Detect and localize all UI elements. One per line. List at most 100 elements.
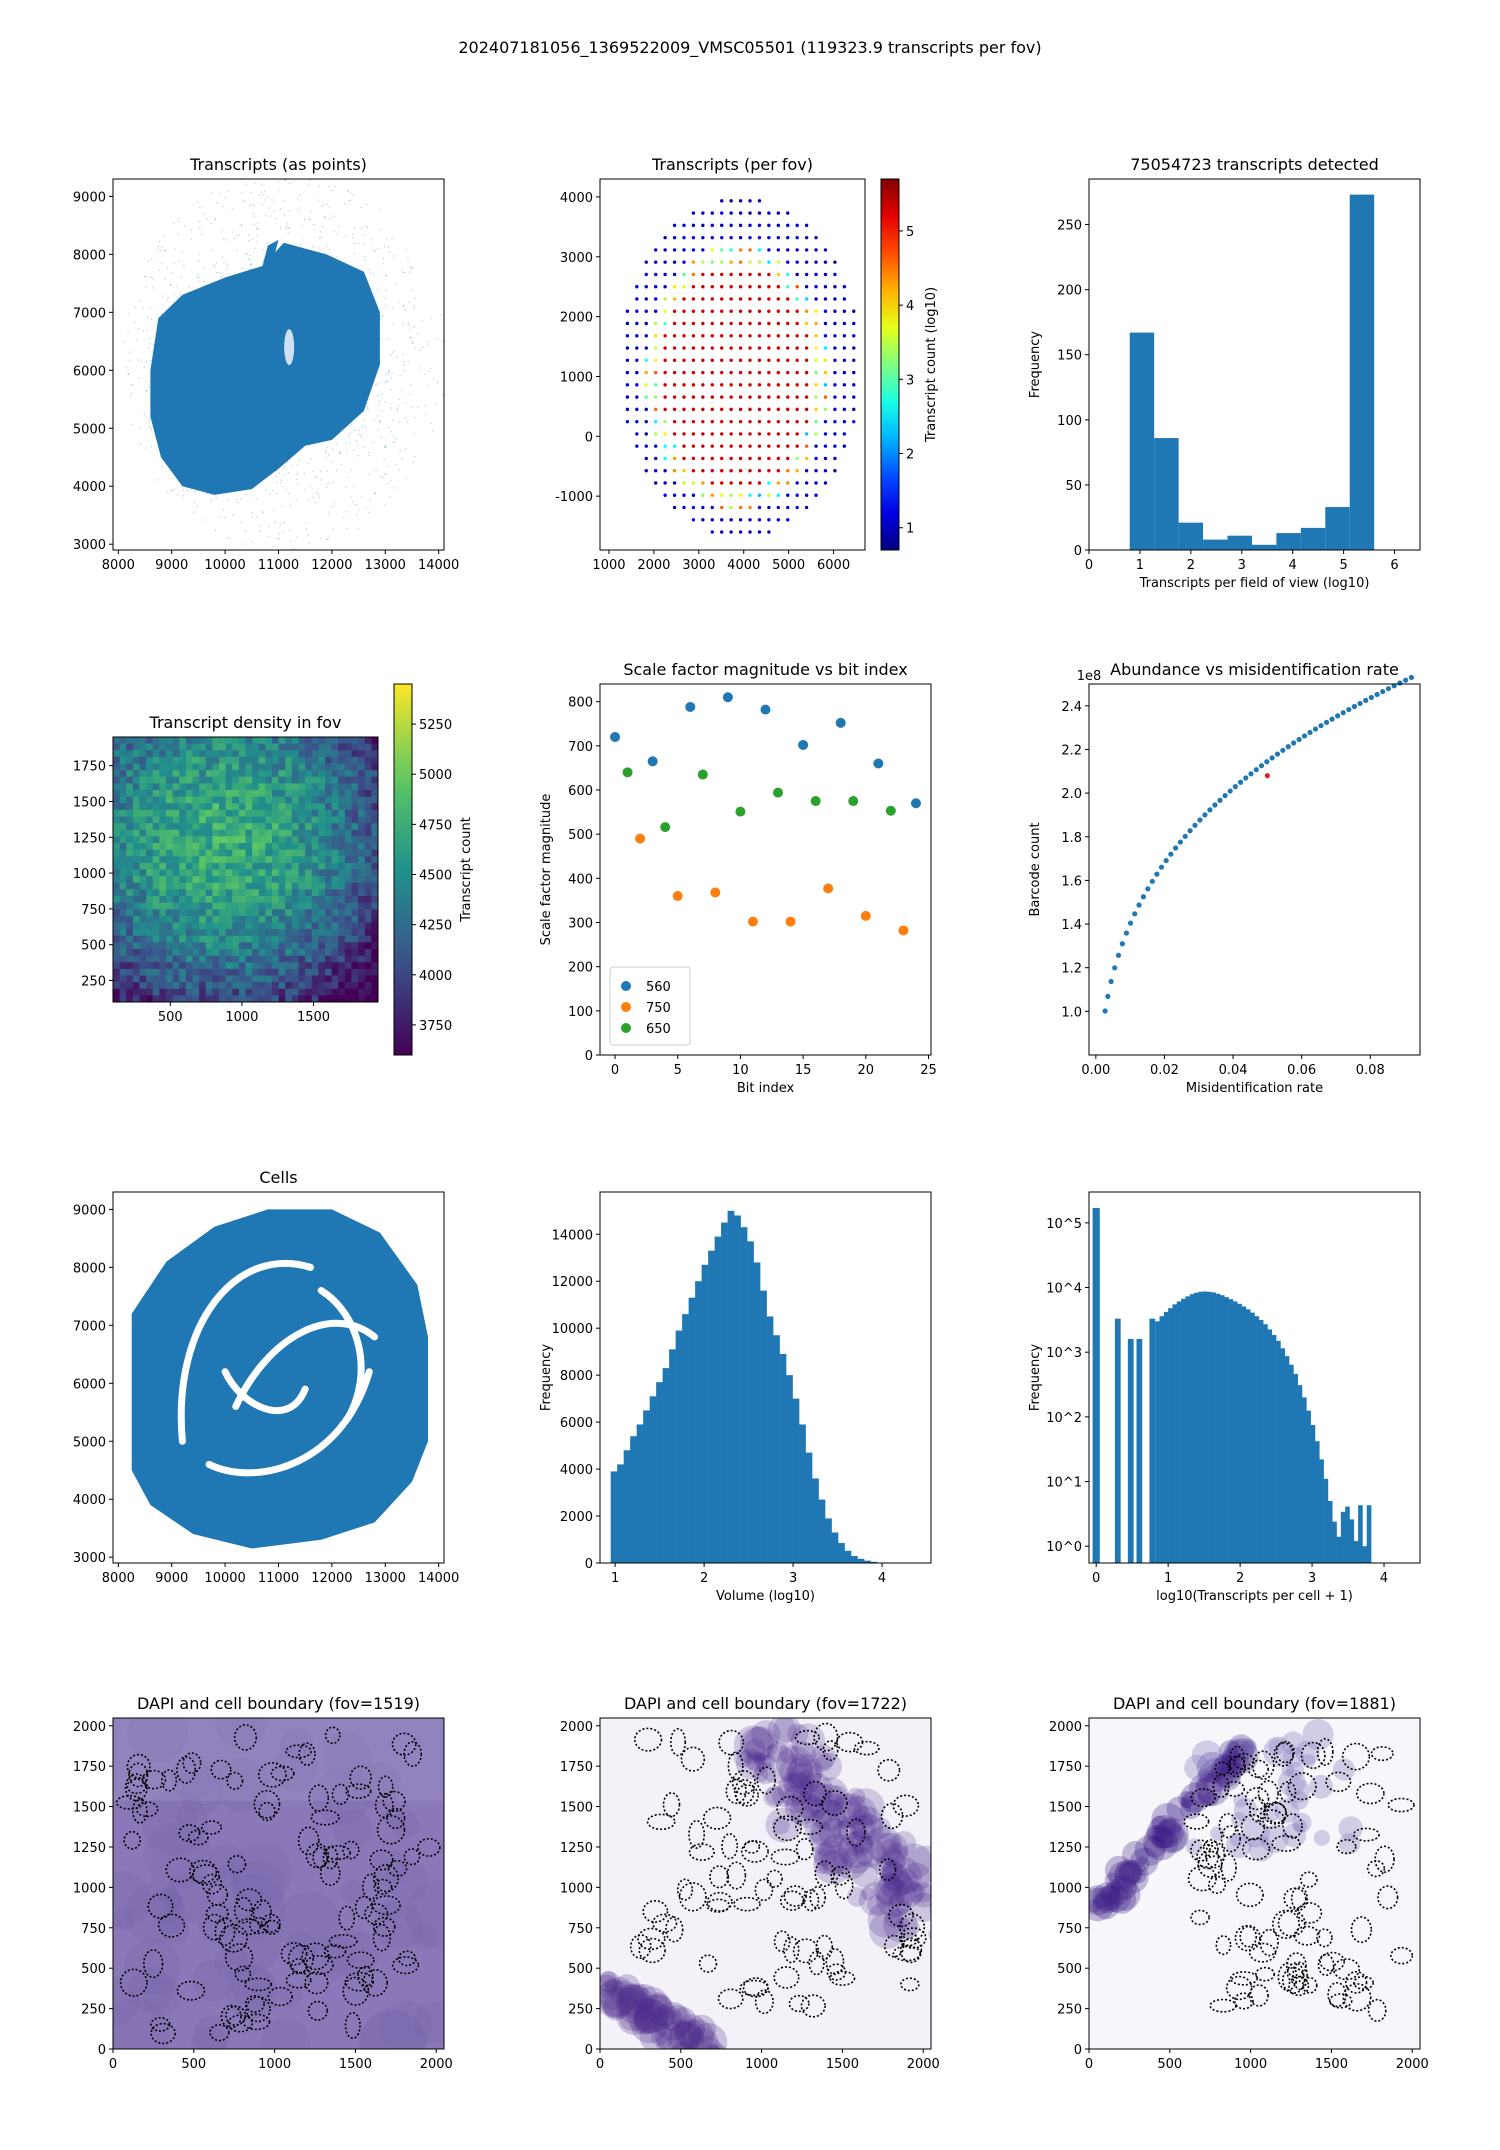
transcript-point xyxy=(377,394,380,397)
cell-boundary xyxy=(740,1840,769,1863)
curve-point xyxy=(1140,894,1147,900)
density-cell xyxy=(298,876,306,884)
density-cell xyxy=(344,902,352,910)
density-cell xyxy=(325,876,333,884)
transcript-point xyxy=(136,339,138,341)
cell-boundary xyxy=(899,1927,927,1949)
hist-bar xyxy=(1181,1298,1186,1563)
density-cell xyxy=(139,823,147,831)
density-cell xyxy=(325,743,333,751)
fov-point xyxy=(804,309,809,313)
density-cell xyxy=(199,902,207,910)
transcript-point xyxy=(244,200,247,203)
density-cell xyxy=(285,809,293,817)
dapi-nucleus xyxy=(661,2010,682,2031)
density-cell xyxy=(212,776,220,784)
density-cell xyxy=(371,949,379,957)
hist-bar xyxy=(1276,1340,1281,1563)
density-cell xyxy=(331,783,339,791)
transcript-point xyxy=(196,201,199,203)
fov-point xyxy=(814,235,818,240)
density-cell xyxy=(113,988,121,996)
density-cell xyxy=(272,843,280,851)
cell-boundary xyxy=(1235,1882,1264,1908)
fov-point xyxy=(748,248,752,252)
transcript-point xyxy=(156,479,159,481)
density-cell xyxy=(212,849,220,857)
dapi-nucleus xyxy=(619,2003,647,2032)
density-cell xyxy=(245,929,253,937)
density-cell xyxy=(232,836,240,844)
density-cell xyxy=(331,902,339,910)
density-cell xyxy=(371,823,379,831)
density-cell xyxy=(311,783,319,791)
density-cell xyxy=(285,968,293,976)
dapi-stain xyxy=(113,1908,135,1931)
dapi-nucleus xyxy=(1108,1885,1129,1905)
transcript-point xyxy=(256,228,258,230)
density-cell xyxy=(358,737,366,745)
transcript-point xyxy=(231,207,233,210)
density-cell xyxy=(185,869,193,877)
cell-boundary xyxy=(342,1840,360,1860)
density-cell xyxy=(364,862,372,870)
density-cell xyxy=(132,935,140,943)
density-cell xyxy=(179,975,187,983)
density-cell xyxy=(119,836,127,844)
density-cell xyxy=(113,955,121,963)
density-cell xyxy=(212,949,220,957)
density-cell xyxy=(258,862,266,870)
cell-boundary xyxy=(742,1977,769,1998)
dapi-1881-ytick-label: 750 xyxy=(1057,1922,1082,1937)
cell-boundary xyxy=(1247,1759,1270,1779)
dapi-nucleus xyxy=(846,1787,866,1807)
density-cell xyxy=(199,862,207,870)
transcript-point xyxy=(177,494,179,496)
density-cell xyxy=(238,975,246,983)
density-cell xyxy=(331,816,339,824)
curve-point xyxy=(1307,729,1313,736)
density-cell xyxy=(291,763,299,771)
density-cell xyxy=(351,756,359,764)
density-cell xyxy=(199,770,207,778)
density-cell xyxy=(318,836,326,844)
transcript-point xyxy=(331,505,333,507)
transcript-point xyxy=(402,323,404,325)
density-cell xyxy=(285,743,293,751)
density-cell xyxy=(358,816,366,824)
hist-bar xyxy=(1185,1296,1191,1563)
transcript-point xyxy=(328,186,331,188)
colorbar-viridis xyxy=(393,683,413,1056)
density-cell xyxy=(132,968,140,976)
transcript-point xyxy=(251,264,253,267)
transcript-point xyxy=(222,509,225,511)
density-cell xyxy=(159,962,167,970)
cells-xtick-label: 12000 xyxy=(311,1571,352,1586)
transcript-point xyxy=(357,528,359,530)
transcript-point xyxy=(283,199,286,202)
transcript-point xyxy=(409,271,411,273)
density-cell xyxy=(232,843,240,851)
transcript-point xyxy=(144,276,146,278)
scale-factor-chart: 0 5 10 15 20 250100200300400500600700800Scale… xyxy=(539,660,937,1096)
density-cell xyxy=(305,968,313,976)
transcript-point xyxy=(328,511,330,513)
transcript-point xyxy=(411,342,414,345)
density-cell xyxy=(172,975,180,983)
density-cell xyxy=(245,975,253,983)
density-cell xyxy=(205,915,213,923)
fov-point xyxy=(767,272,771,277)
transcripts-per-fov-ytick-label: 1000 xyxy=(560,370,593,385)
fov-point xyxy=(720,370,724,375)
density-cell xyxy=(318,829,326,837)
transcript-point xyxy=(370,239,373,241)
density-cell xyxy=(245,968,253,976)
transcript-point xyxy=(417,406,419,409)
transcript-point xyxy=(226,536,229,539)
fov-point xyxy=(672,358,677,363)
density-cell xyxy=(199,968,207,976)
dapi-nucleus xyxy=(825,1799,843,1817)
dapi-stain xyxy=(380,1899,403,1923)
scale-factor-ytick-label: 200 xyxy=(568,961,593,976)
transcript-point xyxy=(148,386,151,389)
